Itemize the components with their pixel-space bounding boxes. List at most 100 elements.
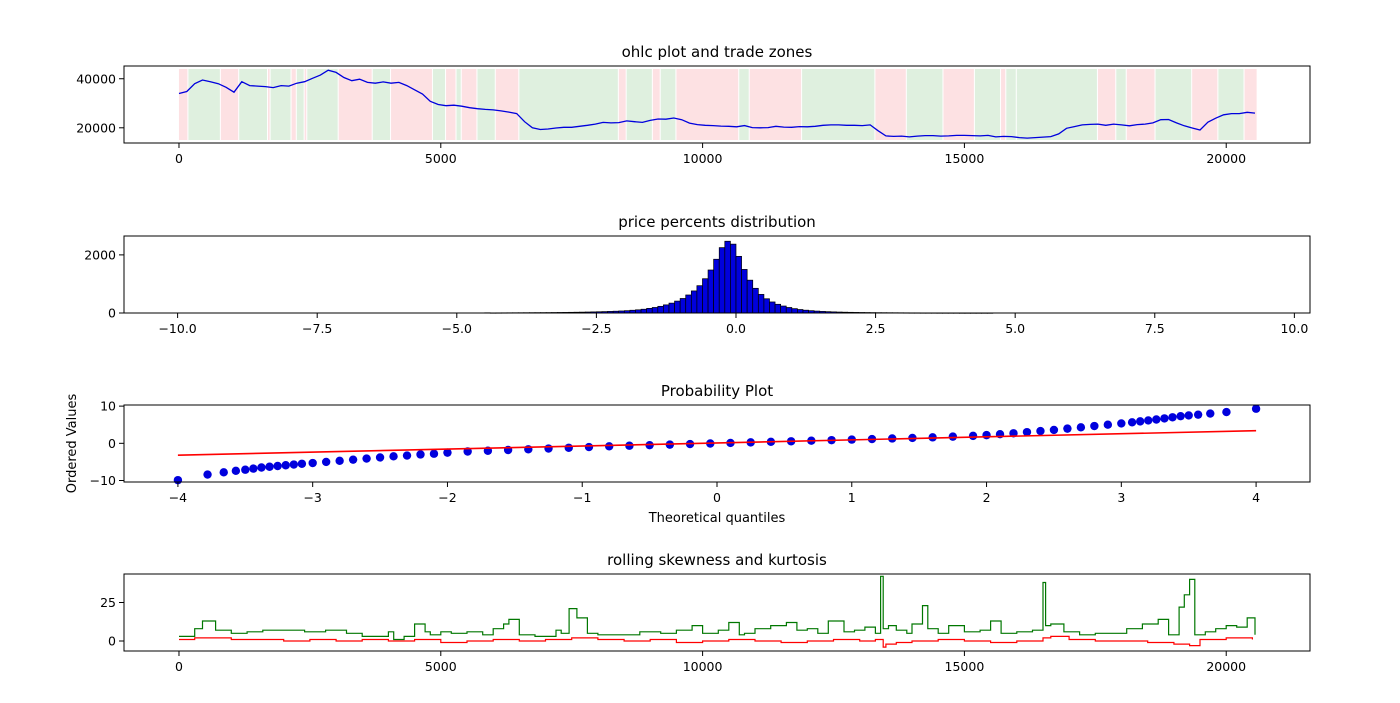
- quantile-point: [1022, 427, 1032, 437]
- quantile-point: [402, 451, 412, 460]
- x-tick-label: 2.5: [866, 321, 886, 336]
- price-line-layer: [178, 69, 1256, 139]
- trade-zone-long: [1116, 69, 1126, 140]
- price-line: [178, 69, 1256, 139]
- y-tick-label: −10: [90, 473, 116, 488]
- quantile-point: [1168, 413, 1177, 422]
- trade-zone-short: [1244, 69, 1257, 140]
- x-tick-label: 7.5: [1145, 321, 1165, 336]
- rolling-y-ticks: 0 25: [100, 595, 124, 648]
- x-tick-label: 0.0: [726, 321, 746, 336]
- trade-zone-short: [267, 69, 270, 140]
- histogram-bar: [674, 300, 681, 314]
- y-tick-label: 20000: [76, 120, 116, 135]
- x-tick-label: 0: [175, 659, 183, 674]
- kurtosis-line: [179, 575, 1256, 641]
- quantile-point: [1160, 414, 1169, 423]
- quantile-point: [1193, 410, 1203, 419]
- x-tick-label: −5.0: [442, 321, 472, 336]
- quantile-point: [1222, 407, 1231, 417]
- trade-zone-short: [1126, 69, 1155, 140]
- x-tick-label: −2.5: [581, 321, 611, 336]
- quantile-point: [604, 442, 614, 451]
- distribution-axes-frame: [123, 235, 1311, 314]
- quantile-point: [389, 452, 398, 461]
- x-tick-label: 5000: [425, 151, 457, 166]
- quantile-point: [308, 458, 317, 468]
- trade-zone-short: [391, 69, 432, 140]
- histogram-bar: [785, 307, 793, 314]
- trade-zone-short: [749, 69, 802, 140]
- histogram-bar: [690, 290, 698, 314]
- histogram-bar: [757, 294, 765, 314]
- histogram-bar: [752, 287, 759, 314]
- rolling-x-ticks: 0 5000 10000 15000 20000: [175, 651, 1246, 674]
- probability-x-ticks: −4 −3 −2 −1 0 1 2 3 4: [169, 482, 1260, 505]
- y-tick-label: 10: [100, 399, 116, 414]
- quantile-point: [1184, 411, 1193, 420]
- x-tick-label: 5.0: [1005, 321, 1025, 336]
- trade-zone-short: [338, 69, 372, 140]
- x-tick-label: −10.0: [158, 321, 196, 336]
- histogram-bar: [774, 303, 782, 314]
- quantile-point: [203, 470, 212, 479]
- quantile-point: [968, 431, 978, 441]
- quantile-point: [1135, 417, 1145, 426]
- histogram-bar: [780, 305, 787, 314]
- x-tick-label: 5000: [425, 659, 457, 674]
- quantile-point: [524, 445, 533, 454]
- trade-zone-long: [974, 69, 1001, 140]
- x-tick-label: 3: [1117, 490, 1125, 505]
- quantile-point: [429, 449, 439, 458]
- quantile-point: [231, 466, 241, 476]
- quantile-point: [1049, 425, 1059, 435]
- probability-x-label: Theoretical quantiles: [648, 511, 786, 526]
- histogram-bar: [640, 308, 647, 314]
- trade-zone-long: [1016, 69, 1097, 140]
- quantile-point: [1152, 415, 1161, 424]
- histogram-bar: [797, 309, 804, 314]
- histogram-bar: [735, 255, 742, 314]
- histogram-bar: [741, 269, 748, 314]
- y-tick-label: 40000: [76, 71, 116, 86]
- histogram-bar: [707, 269, 714, 314]
- x-tick-label: 4: [1252, 490, 1260, 505]
- rolling-lines: [179, 575, 1256, 648]
- quantile-point: [321, 457, 331, 467]
- x-tick-label: 0: [175, 151, 183, 166]
- y-tick-label: 25: [100, 595, 116, 610]
- rolling-panel: 0 5000 10000 15000 20000 0 25 rolling skewnes…: [100, 551, 1311, 674]
- histogram-bar: [668, 302, 675, 314]
- distribution-x-ticks: −10.0 −7.5 −5.0 −2.5 0.0 2.5 5.0 7.5 10.0: [158, 313, 1308, 336]
- quantile-point: [257, 463, 266, 472]
- ohlc-y-ticks: 20000 40000: [76, 71, 124, 135]
- ohlc-axes-frame: [123, 65, 1311, 144]
- trade-zone-short: [1001, 69, 1006, 140]
- trade-zone-short: [1097, 69, 1116, 140]
- quantile-point: [544, 444, 553, 453]
- trade-zone-short: [618, 69, 626, 140]
- ohlc-panel: 0 5000 10000 15000 20000 20000 40000 ohlc plo…: [76, 43, 1311, 166]
- trade-zone-short: [178, 69, 188, 140]
- distribution-title: price percents distribution: [618, 213, 816, 231]
- histogram-bar: [646, 308, 653, 314]
- quantile-point: [1076, 423, 1086, 432]
- histogram-bar: [685, 294, 692, 314]
- quantile-point: [375, 453, 385, 462]
- trade-zone-short: [304, 69, 307, 140]
- quantile-point: [1206, 409, 1215, 418]
- quantile-point: [1090, 421, 1099, 431]
- x-tick-label: 2: [983, 490, 991, 505]
- trade-zone-long: [477, 69, 495, 140]
- quantile-point: [281, 461, 290, 470]
- quantile-point: [982, 430, 991, 440]
- trade-zone-long: [1218, 69, 1244, 140]
- quantile-point: [289, 460, 299, 469]
- trade-zone-short: [875, 69, 906, 140]
- distribution-y-ticks: 0 2000: [84, 247, 124, 321]
- histogram-bar: [702, 278, 709, 314]
- histogram-bar: [679, 298, 687, 314]
- ohlc-x-ticks: 0 5000 10000 15000 20000: [175, 143, 1246, 166]
